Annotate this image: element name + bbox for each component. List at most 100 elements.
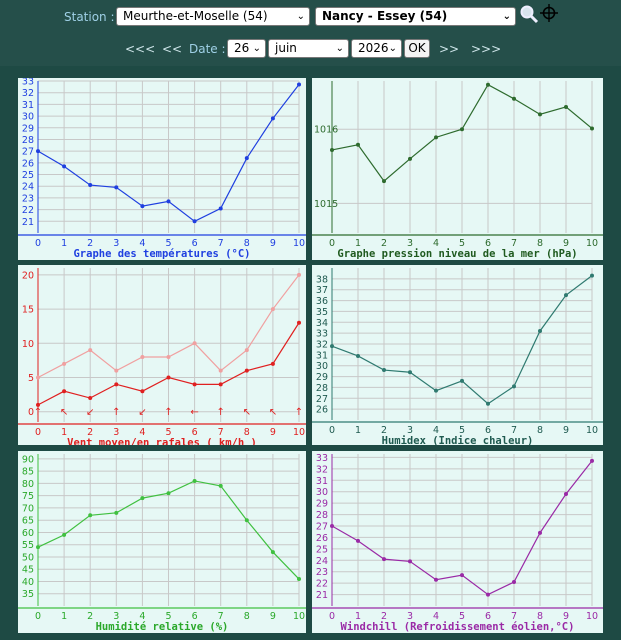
x-tick-label: 10: [293, 238, 305, 249]
data-point: [114, 368, 119, 373]
data-point: [486, 401, 490, 406]
x-tick-label: 1: [61, 427, 67, 438]
y-tick-label: 26: [316, 405, 328, 416]
x-tick-label: 1: [355, 425, 361, 436]
y-tick-label: 27: [316, 394, 328, 405]
x-tick-label: 5: [459, 238, 465, 249]
y-tick-label: 25: [316, 544, 328, 555]
y-tick-label: 33: [316, 453, 328, 464]
data-point: [192, 219, 197, 224]
y-tick-label: 32: [22, 88, 34, 99]
y-tick-label: 22: [22, 205, 34, 216]
y-tick-label: 55: [22, 540, 34, 551]
data-point: [270, 550, 275, 555]
y-tick-label: 40: [22, 577, 34, 588]
wind-direction-icon: ↑: [164, 407, 172, 418]
y-tick-label: 36: [316, 296, 328, 307]
data-point: [538, 112, 542, 117]
x-tick-label: 10: [586, 238, 598, 249]
data-point: [564, 104, 568, 109]
y-tick-label: 26: [316, 533, 328, 544]
search-icon[interactable]: [519, 4, 539, 24]
data-point: [244, 348, 249, 353]
wind-direction-icon: ←: [190, 407, 198, 418]
prev-3-link[interactable]: <<<: [125, 42, 156, 56]
y-tick-label: 60: [22, 528, 34, 539]
y-tick-label: 27: [22, 147, 34, 158]
x-tick-label: 10: [293, 427, 305, 438]
x-tick-label: 7: [218, 238, 224, 249]
data-point: [460, 378, 464, 383]
x-tick-label: 9: [563, 238, 569, 249]
y-tick-label: 30: [316, 487, 328, 498]
data-point: [218, 483, 223, 488]
y-tick-label: 15: [22, 305, 34, 316]
chart-temperature: 21 22 23 24 25 26 27 28 29 30 31 32 33 0 1 2 3 4 5 6 7 8 9 10 Gr…: [18, 78, 306, 260]
data-point: [270, 307, 275, 312]
chart-wind: 0 5 10 15 20 0 1 2 3 4 5 6 7 8 9 10 ↑ ↖ ↙ ↑ ↙ ↑ ← ↑ ↖ ↖ ↑ Vent moye…: [18, 265, 306, 445]
chevron-down-icon: ⌄: [388, 43, 397, 54]
year-select[interactable]: 2026 ⌄: [351, 39, 402, 58]
crosshair-icon[interactable]: [540, 4, 558, 22]
chart-windchill: 21 22 23 24 25 26 27 28 29 30 31 32 33 0 1 2 3 4 5 6 7 8 9 10 Wi…: [312, 451, 603, 633]
data-point: [36, 149, 40, 154]
data-point: [408, 156, 412, 161]
x-tick-label: 7: [511, 425, 517, 436]
y-tick-label: 31: [316, 476, 328, 487]
next-3-link[interactable]: >>>: [471, 42, 502, 56]
x-tick-label: 6: [192, 238, 198, 249]
data-point: [434, 577, 438, 582]
data-point: [244, 518, 249, 523]
ok-button[interactable]: OK: [404, 39, 430, 58]
x-tick-label: 9: [270, 427, 276, 438]
y-tick-label: 38: [316, 274, 328, 285]
month-select[interactable]: juin ⌄: [268, 39, 349, 58]
humidity-chart-title: Humidité relative (%): [96, 621, 229, 633]
x-tick-label: 1: [355, 611, 361, 622]
prev-link[interactable]: <<: [162, 42, 183, 56]
next-link[interactable]: >>: [439, 42, 460, 56]
wind-direction-icon: ↖: [60, 407, 68, 418]
y-tick-label: 5: [28, 373, 34, 384]
y-tick-label: 1015: [314, 199, 338, 210]
x-tick-label: 5: [165, 238, 171, 249]
data-point: [140, 204, 145, 209]
data-point: [140, 354, 145, 359]
data-point: [297, 577, 301, 582]
x-tick-label: 4: [139, 611, 145, 622]
data-point: [192, 341, 197, 346]
x-tick-label: 0: [35, 611, 41, 622]
x-tick-label: 4: [433, 611, 439, 622]
data-point: [218, 206, 223, 211]
wind-direction-icon: ↖: [243, 407, 251, 418]
day-select[interactable]: 26 ⌄: [227, 39, 266, 58]
year-value: 2026: [358, 41, 389, 55]
department-select[interactable]: Meurthe-et-Moselle (54) ⌄: [116, 7, 310, 26]
x-tick-label: 8: [537, 425, 543, 436]
data-point: [564, 492, 568, 496]
x-tick-label: 4: [433, 238, 439, 249]
x-tick-label: 1: [61, 611, 67, 622]
x-tick-label: 9: [270, 611, 276, 622]
y-tick-label: 35: [22, 589, 34, 600]
x-tick-label: 1: [355, 238, 361, 249]
data-point: [356, 538, 360, 543]
x-tick-label: 0: [329, 238, 335, 249]
x-tick-label: 3: [407, 611, 413, 622]
x-tick-label: 8: [244, 611, 250, 622]
data-point: [538, 328, 542, 333]
data-point: [512, 384, 516, 389]
data-point: [140, 496, 145, 501]
station-select[interactable]: Nancy - Essey (54) ⌄: [315, 7, 516, 26]
date-label: Date :: [189, 42, 226, 56]
y-tick-label: 50: [22, 552, 34, 563]
data-point: [512, 580, 516, 584]
y-tick-label: 20: [22, 270, 34, 281]
data-point: [88, 513, 93, 518]
y-tick-label: 1016: [314, 125, 338, 136]
x-tick-label: 9: [563, 611, 569, 622]
y-tick-label: 29: [316, 499, 328, 510]
y-tick-label: 24: [316, 556, 328, 567]
data-point: [590, 458, 594, 463]
